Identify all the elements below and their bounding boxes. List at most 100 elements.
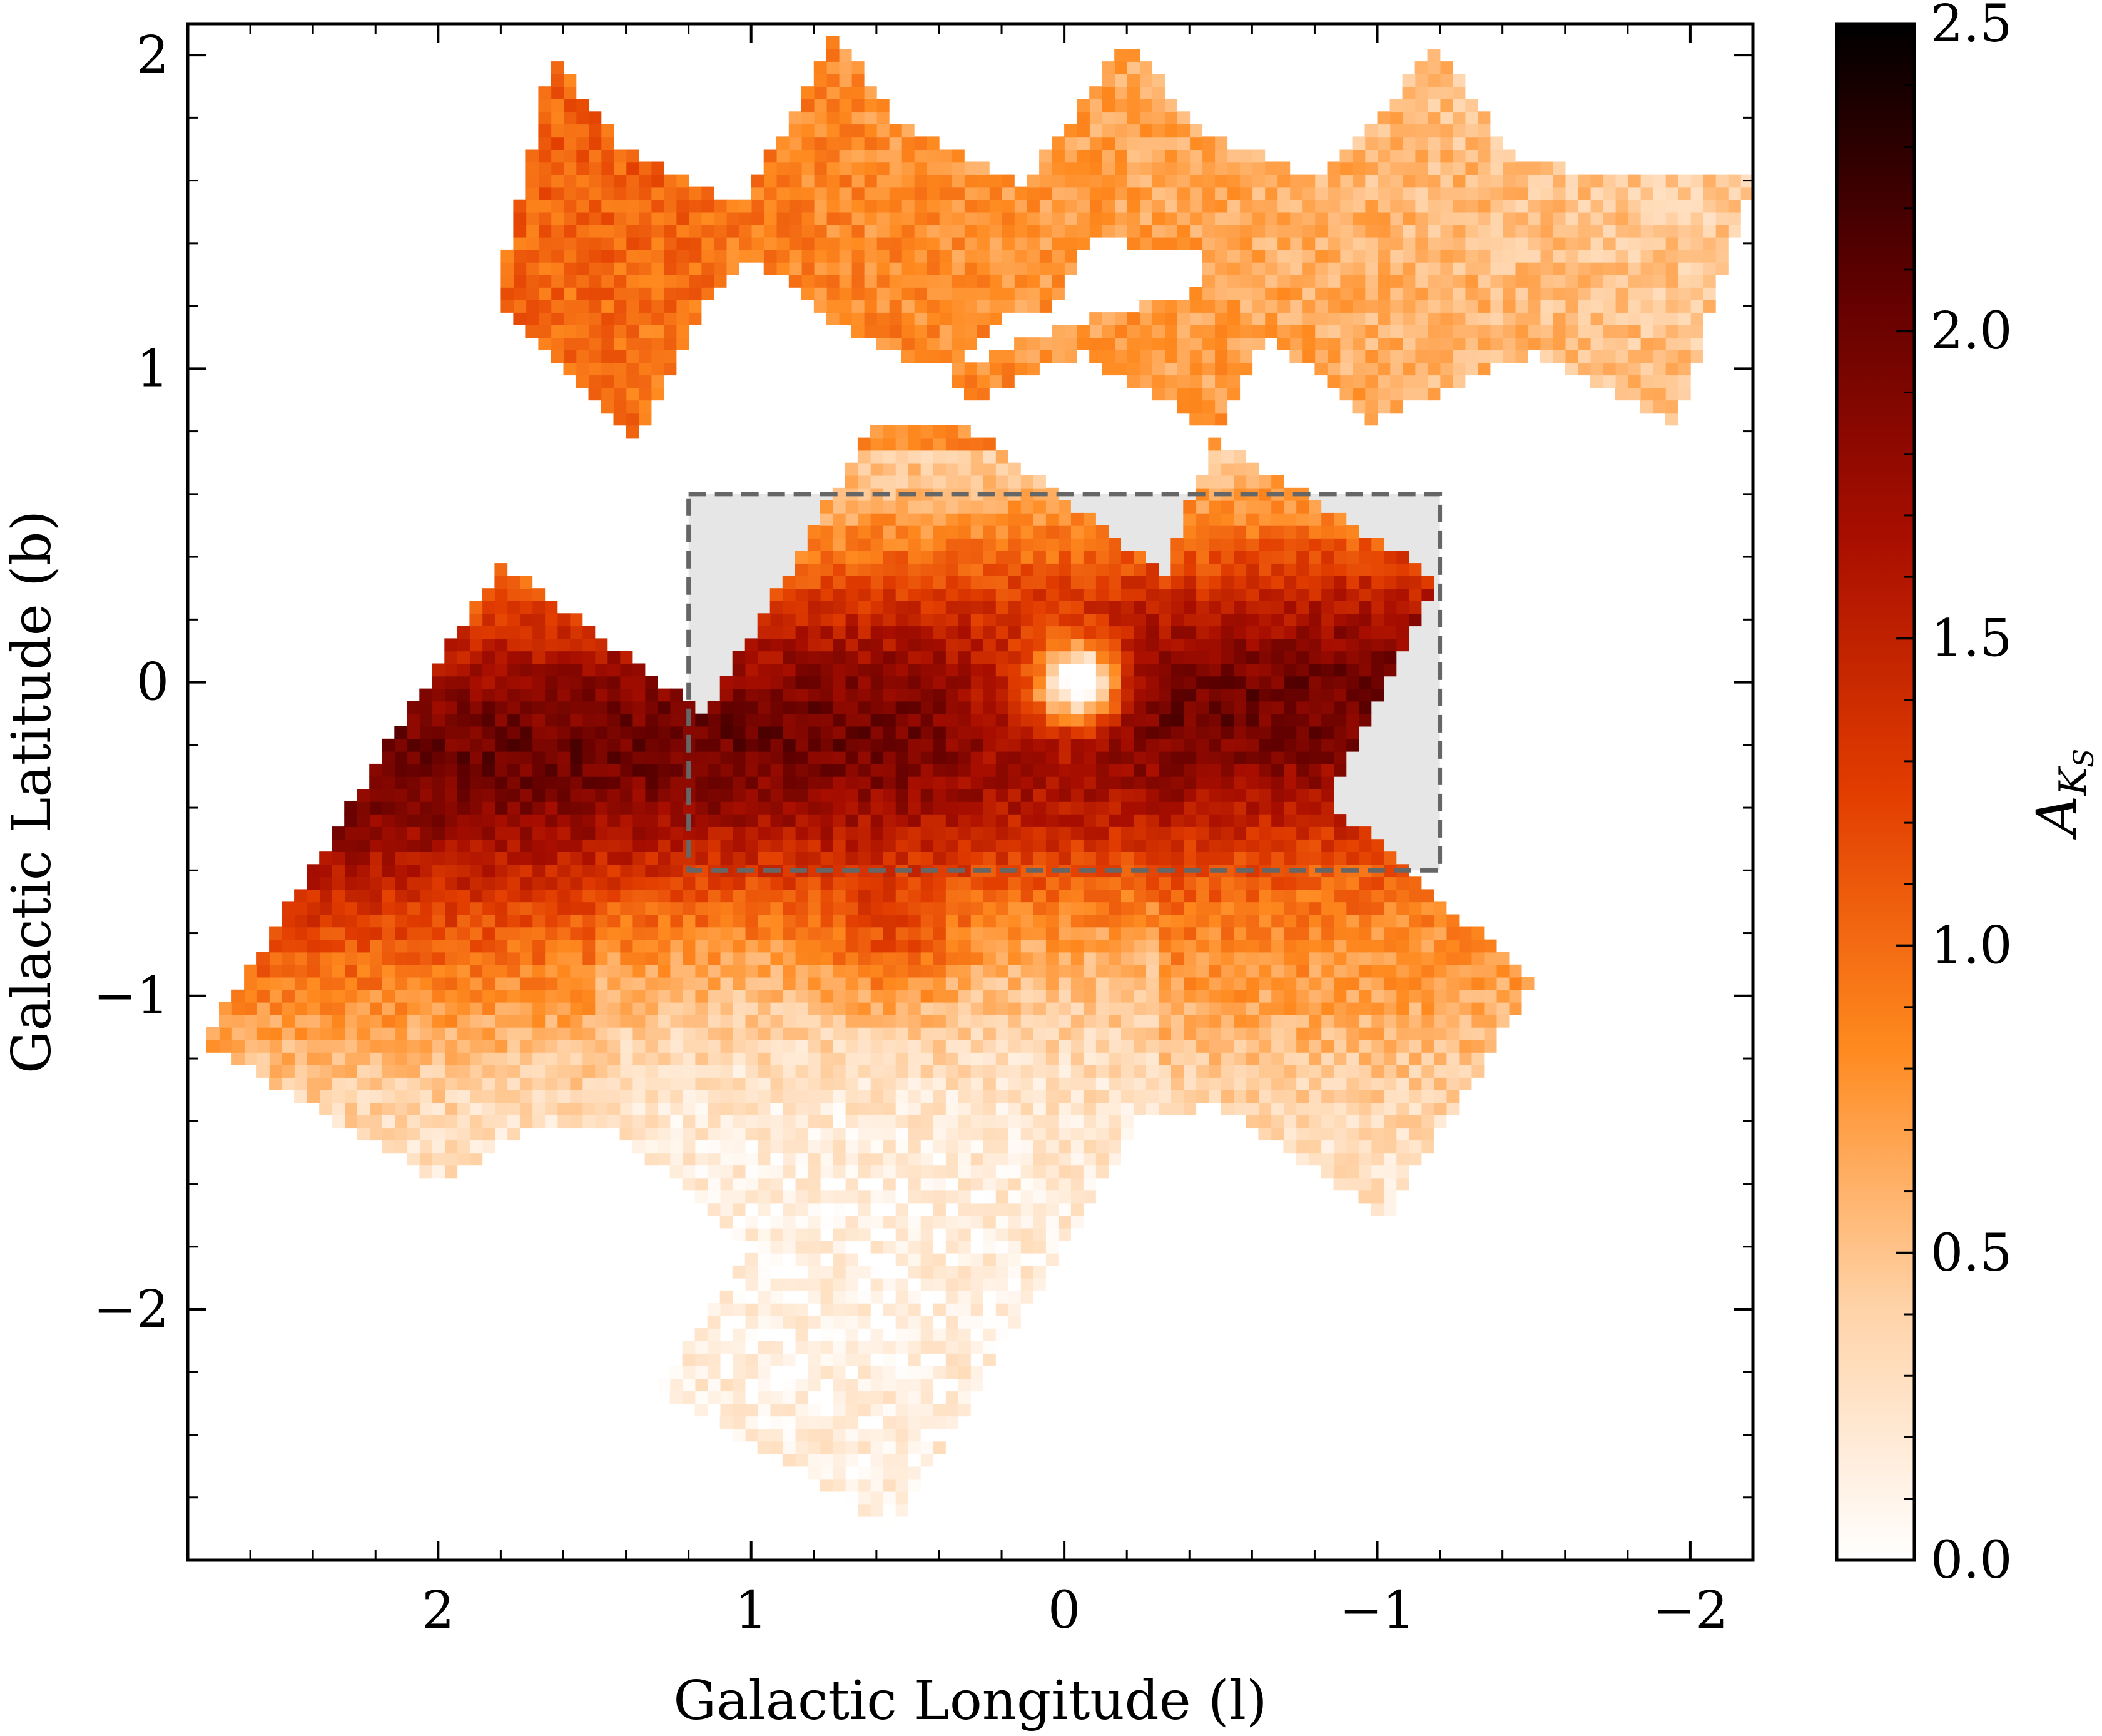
heatmap-cell <box>1095 901 1109 915</box>
heatmap-cell <box>920 1303 933 1316</box>
heatmap-cell <box>526 325 539 338</box>
heatmap-cell <box>1133 977 1146 990</box>
heatmap-cell <box>576 261 589 275</box>
heatmap-cell <box>432 839 445 852</box>
heatmap-cell <box>1527 161 1541 175</box>
heatmap-cell <box>1452 337 1466 350</box>
heatmap-cell <box>1677 375 1691 388</box>
heatmap-cell <box>1477 174 1491 188</box>
heatmap-cell <box>820 1428 833 1442</box>
heatmap-cell <box>1314 325 1328 338</box>
heatmap-cell <box>769 1441 783 1454</box>
heatmap-cell <box>1008 1040 1021 1053</box>
heatmap-cell <box>1258 1002 1272 1015</box>
heatmap-cell <box>1164 124 1177 138</box>
heatmap-cell <box>845 1202 858 1216</box>
heatmap-cell <box>1502 312 1516 325</box>
heatmap-cell <box>1627 199 1641 213</box>
heatmap-cell <box>945 1378 958 1392</box>
heatmap-cell <box>1077 236 1090 250</box>
heatmap-cell <box>1233 1102 1247 1115</box>
heatmap-cell <box>1189 174 1203 188</box>
heatmap-cell <box>1396 926 1409 940</box>
heatmap-cell <box>1158 814 1171 827</box>
heatmap-cell <box>1027 211 1040 225</box>
heatmap-cell <box>457 1077 470 1090</box>
heatmap-cell <box>1465 124 1478 138</box>
heatmap-cell <box>1177 337 1191 350</box>
heatmap-cell <box>907 1227 921 1241</box>
heatmap-cell <box>538 261 552 275</box>
heatmap-cell <box>1665 325 1678 338</box>
heatmap-cell <box>1615 224 1628 238</box>
heatmap-cell <box>983 952 996 965</box>
heatmap-cell <box>369 1090 382 1103</box>
heatmap-cell <box>939 350 952 363</box>
heatmap-cell <box>1465 300 1478 313</box>
heatmap-cell <box>1452 236 1466 250</box>
heatmap-cell <box>1102 350 1115 363</box>
heatmap-cell <box>1515 224 1528 238</box>
heatmap-cell <box>870 1353 883 1366</box>
heatmap-cell <box>870 1240 883 1254</box>
heatmap-cell <box>1008 1177 1021 1191</box>
heatmap-cell <box>876 236 890 250</box>
heatmap-cell <box>1127 149 1140 163</box>
heatmap-cell <box>1483 977 1497 990</box>
heatmap-cell <box>1702 249 1716 263</box>
heatmap-cell <box>544 914 558 928</box>
heatmap-cell <box>507 1102 520 1115</box>
heatmap-cell <box>1296 889 1309 903</box>
heatmap-cell <box>1033 1190 1046 1204</box>
heatmap-cell <box>907 1303 921 1316</box>
heatmap-cell <box>1490 186 1503 200</box>
heatmap-cell <box>995 1065 1008 1078</box>
heatmap-cell <box>1327 161 1341 175</box>
heatmap-cell <box>1439 249 1453 263</box>
heatmap-cell <box>1277 186 1291 200</box>
heatmap-cell <box>732 1177 746 1191</box>
heatmap-cell <box>626 425 639 439</box>
heatmap-cell <box>651 224 664 238</box>
heatmap-cell <box>1439 74 1453 87</box>
heatmap-cell <box>619 889 633 903</box>
heatmap-cell <box>1321 1077 1334 1090</box>
heatmap-cell <box>1020 1252 1033 1266</box>
heatmap-cell <box>732 839 746 852</box>
heatmap-cell <box>1214 186 1228 200</box>
heatmap-cell <box>870 1290 883 1304</box>
heatmap-region-2 <box>206 425 1535 1530</box>
heatmap-cell <box>1327 224 1341 238</box>
heatmap-cell <box>845 1090 858 1103</box>
heatmap-cell <box>795 1290 808 1304</box>
heatmap-cell <box>307 989 320 1003</box>
heatmap-cell <box>1389 387 1403 401</box>
heatmap-cell <box>1465 149 1478 163</box>
heatmap-cell <box>945 889 958 903</box>
heatmap-cell <box>1170 814 1184 827</box>
heatmap-cell <box>995 1152 1008 1166</box>
heatmap-cell <box>945 1014 958 1028</box>
heatmap-cell <box>532 1014 546 1028</box>
heatmap-cell <box>1308 1040 1322 1053</box>
heatmap-cell <box>576 350 589 363</box>
heatmap-cell <box>788 275 802 288</box>
heatmap-cell <box>688 186 702 200</box>
heatmap-cell <box>1389 124 1403 138</box>
heatmap-cell <box>1477 261 1491 275</box>
heatmap-cell <box>1095 1102 1109 1115</box>
heatmap-cell <box>519 952 533 965</box>
heatmap-cell <box>1289 186 1303 200</box>
heatmap-cell <box>638 261 652 275</box>
heatmap-cell <box>1002 174 1015 188</box>
heatmap-cell <box>344 1090 357 1103</box>
heatmap-cell <box>513 211 527 225</box>
heatmap-cell <box>1358 1115 1372 1129</box>
heatmap-cell <box>1239 224 1253 238</box>
heatmap-cell <box>382 1002 395 1015</box>
heatmap-cell <box>958 926 971 940</box>
heatmap-cell <box>1108 839 1121 852</box>
heatmap-cell <box>1402 111 1416 125</box>
heatmap-cell <box>1364 136 1378 150</box>
heatmap-cell <box>1414 149 1428 163</box>
